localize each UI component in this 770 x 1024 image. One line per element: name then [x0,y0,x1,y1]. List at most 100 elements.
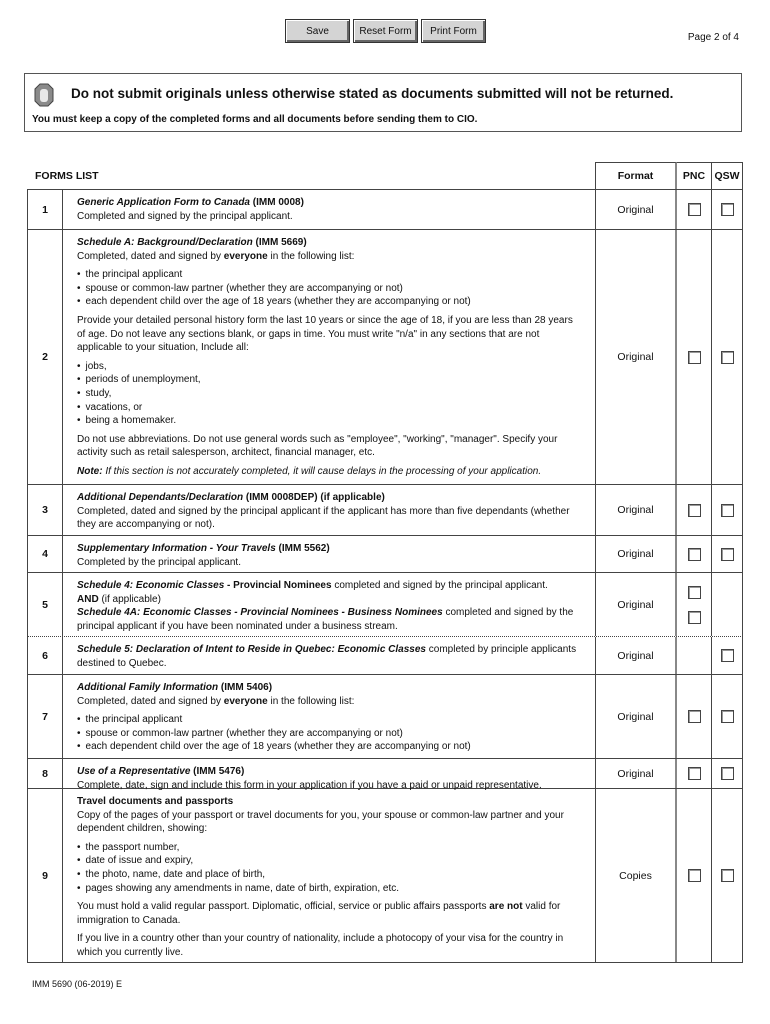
row-number: 6 [27,637,63,674]
pnc-checkbox[interactable] [687,767,701,780]
description-text: Copy of the pages of your passport or tr… [77,809,564,835]
qsw-checkbox[interactable] [720,503,734,517]
pnc-checkbox[interactable] [687,203,701,216]
description-text: Schedule 4: Economic Classes [77,580,225,591]
forms-list-table: FORMS LIST Format PNC QSW 1 Generic Appli… [27,162,743,963]
description-paragraph: If you live in a country other than your… [77,932,581,959]
format-value: Copies [595,789,677,962]
pnc-cell [677,675,712,758]
pnc-cell [677,485,712,535]
description-text: Additional Family Information [77,682,219,693]
description-paragraph: Additional Family Information (IMM 5406)… [77,681,581,708]
description-text: Supplementary Information - Your Travels [77,543,276,554]
bullet-item: the photo, name, date and place of birth… [77,868,581,882]
format-value: Original [595,675,677,758]
notice-subtext: You must keep a copy of the completed fo… [32,114,478,125]
pnc-cell [677,789,712,962]
description-text: - Provincial Nominees [224,580,332,591]
pnc-checkbox[interactable] [687,869,701,882]
bullet-item: jobs, [77,360,581,374]
row-description: Travel documents and passports Copy of th… [63,789,595,962]
table-header: FORMS LIST Format PNC QSW [27,162,743,190]
pnc-checkbox[interactable] [687,610,701,624]
description-text: AND [77,593,99,605]
row-number: 3 [27,485,63,535]
qsw-checkbox[interactable] [720,350,734,364]
print-form-button[interactable]: Print Form [421,19,486,43]
pnc-header: PNC [677,162,712,189]
qsw-cell [712,675,743,758]
row-number: 2 [27,230,63,484]
pnc-cell [677,573,712,636]
description-text: Travel documents and passports [77,796,234,807]
bullet-item: the principal applicant [77,268,581,282]
qsw-checkbox[interactable] [720,767,734,780]
format-header: Format [595,162,677,189]
bullet-item: study, [77,387,581,401]
row-description: Additional Dependants/Declaration (IMM 0… [63,485,595,535]
description-text: (IMM 5562) [275,543,330,554]
qsw-checkbox[interactable] [720,710,734,723]
description-text: If you live in a country other than your… [77,933,564,958]
description-text: completed and signed by the principal ap… [331,580,548,591]
notice-heading: Do not submit originals unless otherwise… [71,86,674,101]
table-row: 9 Travel documents and passports Copy of t… [27,789,743,963]
description-text: Additional Dependants/Declaration [77,492,244,503]
description-text: If this section is not accurately comple… [102,465,542,477]
qsw-cell [712,637,743,674]
pnc-checkbox[interactable] [687,710,701,723]
row-number: 1 [27,190,63,229]
description-text: (IMM 5476) [190,766,245,777]
qsw-cell [712,759,743,788]
row-number: 7 [27,675,63,758]
bullet-item: periods of unemployment, [77,373,581,387]
pnc-cell [677,190,712,229]
pnc-cell [677,637,712,674]
description-paragraph: Do not use abbreviations. Do not use gen… [77,433,581,460]
pnc-checkbox[interactable] [687,585,701,599]
table-row: 8 Use of a Representative (IMM 5476) Compl… [27,759,743,791]
description-paragraph: Schedule 4: Economic Classes - Provincia… [77,579,581,633]
description-text: completed and signed by the principal ap… [77,607,574,632]
description-text: in the following list: [267,250,355,262]
row-number: 9 [27,789,63,962]
qsw-cell [712,536,743,572]
description-text: Provide your detailed personal history f… [77,314,573,354]
row-description: Additional Family Information (IMM 5406)… [63,675,595,758]
format-value: Original [595,759,677,788]
pnc-checkbox[interactable] [687,547,701,561]
bullet-item: spouse or common-law partner (whether th… [77,282,581,296]
bullet-list: the principal applicantspouse or common-… [77,713,581,754]
qsw-checkbox[interactable] [720,869,734,882]
format-value: Original [595,485,677,535]
qsw-cell [712,573,743,636]
description-text: Completed and signed by the principal ap… [77,210,293,222]
pnc-checkbox[interactable] [687,503,701,517]
qsw-header: QSW [712,162,743,189]
row-description: Schedule 4: Economic Classes - Provincia… [63,573,595,636]
row-description: Supplementary Information - Your Travels… [63,536,595,572]
pnc-checkbox[interactable] [687,350,701,364]
description-text: (if applicable) [98,593,161,605]
qsw-checkbox[interactable] [720,203,734,216]
description-paragraph: Additional Dependants/Declaration (IMM 0… [77,491,581,532]
format-value: Original [595,230,677,484]
stop-hand-icon [34,83,54,107]
row-number: 4 [27,536,63,572]
description-text: everyone [223,250,268,262]
format-value: Original [595,190,677,229]
qsw-checkbox[interactable] [720,547,734,561]
reset-form-button[interactable]: Reset Form [353,19,418,43]
format-value: Original [595,637,677,674]
bullet-list: the principal applicantspouse or common-… [77,268,581,309]
row-number: 5 [27,573,63,636]
bullet-item: each dependent child over the age of 18 … [77,295,581,309]
qsw-cell [712,230,743,484]
qsw-checkbox[interactable] [720,649,734,662]
description-text: (IMM 0008) [250,197,304,208]
qsw-cell [712,190,743,229]
save-button[interactable]: Save [285,19,350,43]
row-number: 8 [27,759,63,788]
description-text: Completed, dated and signed by [77,695,224,707]
